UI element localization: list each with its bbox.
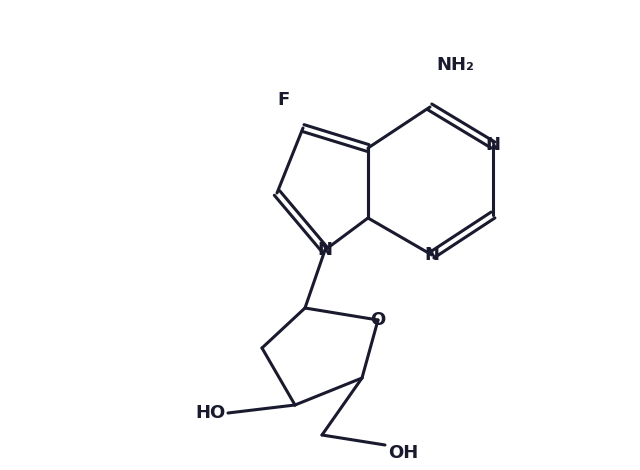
- Text: F: F: [277, 91, 289, 109]
- Text: N: N: [317, 241, 333, 259]
- Text: NH₂: NH₂: [436, 56, 474, 74]
- Text: HO: HO: [195, 404, 225, 422]
- Text: O: O: [371, 311, 386, 329]
- Text: OH: OH: [388, 444, 418, 462]
- Text: N: N: [486, 136, 500, 154]
- Text: N: N: [424, 246, 440, 264]
